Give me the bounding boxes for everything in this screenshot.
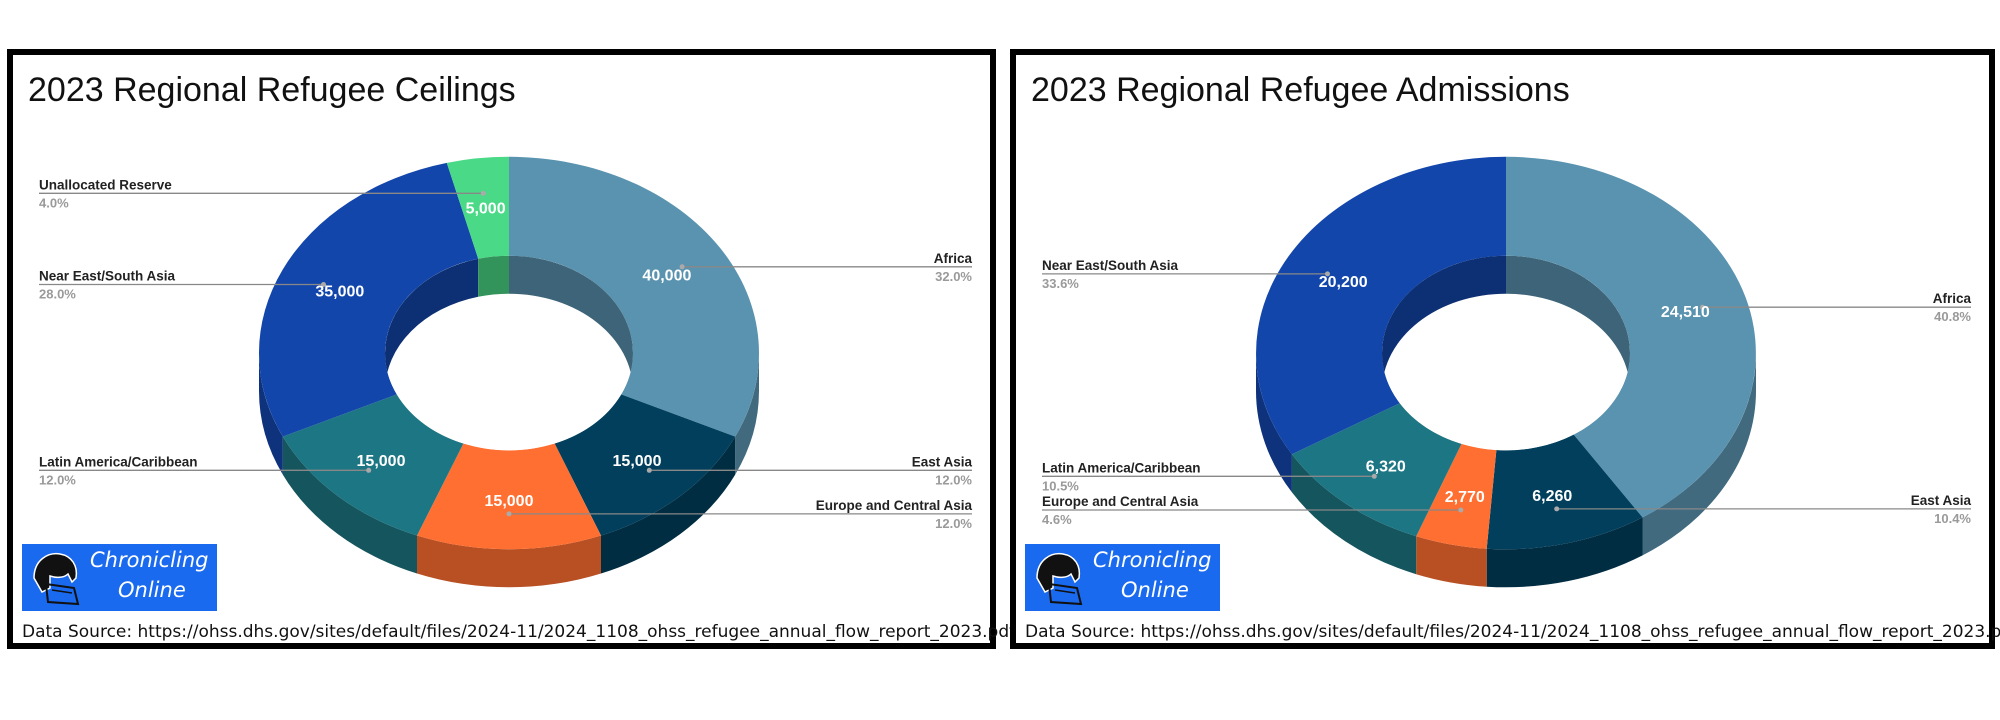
value-label-near-east-south-asia: 35,000 <box>315 284 364 301</box>
leader-lines <box>39 190 972 517</box>
legend-name-africa: Africa <box>934 251 973 266</box>
inner-wall-unallocated-reserve-b <box>478 255 509 297</box>
slice-east-asia[interactable] <box>554 394 736 536</box>
legend-pct-near-east-south-asia: 33.6% <box>1042 276 1079 291</box>
slice-africa[interactable] <box>1506 156 1756 518</box>
legend-name-europe-and-central-asia: Europe and Central Asia <box>816 498 973 513</box>
legend-name-africa: Africa <box>1933 291 1972 306</box>
data-source-text: Data Source: https://ohss.dhs.gov/sites/… <box>22 622 1016 642</box>
leader-dot-east-asia <box>646 467 652 473</box>
legend-pct-europe-and-central-asia: 4.6% <box>1042 512 1072 527</box>
legend-pct-latin-america-caribbean: 10.5% <box>1042 478 1079 493</box>
helmet-icon <box>1036 552 1083 606</box>
chronicling-online-logo[interactable]: Chronicling Online <box>1025 544 1220 611</box>
legend-pct-latin-america-caribbean: 12.0% <box>39 472 76 487</box>
legend-name-latin-america-caribbean: Latin America/Caribbean <box>39 454 198 469</box>
leader-dot-europe-and-central-asia <box>1458 507 1464 513</box>
donut-chart-admissions: 24,510 Africa 40.8% 6,260 East Asia 10.4% 2,77… <box>1042 156 1971 588</box>
chronicling-online-logo[interactable]: Chronicling Online <box>22 544 217 611</box>
leader-dot-east-asia <box>1554 506 1560 512</box>
leader-dot-near-east-south-asia <box>1325 271 1330 277</box>
legend-name-near-east-south-asia: Near East/South Asia <box>39 269 176 284</box>
leader-lines <box>1042 271 1971 513</box>
side-wall-near-east-south-asia <box>259 353 283 475</box>
legend-pct-africa: 40.8% <box>1934 309 1971 324</box>
value-label-latin-america-caribbean: 15,000 <box>357 453 406 470</box>
side-wall-latin-america-caribbean <box>1291 454 1417 575</box>
legend-name-latin-america-caribbean: Latin America/Caribbean <box>1042 460 1201 475</box>
side-wall-latin-america-caribbean <box>282 436 417 574</box>
leader-dot-latin-america-caribbean <box>1371 473 1377 479</box>
slice-unallocated-reserve[interactable] <box>446 156 509 259</box>
legend-name-europe-and-central-asia: Europe and Central Asia <box>1042 494 1199 509</box>
slice-labels: 24,510 Africa 40.8% 6,260 East Asia 10.4% 2,77… <box>1042 258 1971 527</box>
leader-dot-africa <box>1700 304 1705 310</box>
donut-top-faces <box>258 156 759 550</box>
leader-dot-latin-america-caribbean <box>366 467 372 473</box>
legend-pct-europe-and-central-asia: 12.0% <box>935 516 972 531</box>
chart-panel-ceilings: 40,000 Africa 32.0% 15,000 East Asia 12.0% 15,… <box>7 49 1015 649</box>
slice-labels: 40,000 Africa 32.0% 15,000 East Asia 12.0% 15,… <box>39 177 972 531</box>
side-wall-east-asia <box>1486 517 1643 588</box>
legend-pct-near-east-south-asia: 28.0% <box>39 287 76 302</box>
side-wall-europe-and-central-asia <box>1416 536 1487 587</box>
leader-dot-unallocated-reserve <box>480 190 486 196</box>
slice-europe-and-central-asia[interactable] <box>417 443 601 550</box>
slice-near-east-south-asia[interactable] <box>1256 156 1506 455</box>
chart-title: 2023 Regional Refugee Ceilings <box>28 71 516 109</box>
data-source-text: Data Source: https://ohss.dhs.gov/sites/… <box>1025 622 2000 642</box>
donut-side-walls <box>259 353 759 588</box>
chart-title: 2023 Regional Refugee Admissions <box>1031 71 1570 109</box>
slice-east-asia[interactable] <box>1486 434 1643 550</box>
legend-name-near-east-south-asia: Near East/South Asia <box>1042 258 1179 273</box>
slice-latin-america-caribbean[interactable] <box>1291 403 1462 537</box>
donut-chart-ceilings: 40,000 Africa 32.0% 15,000 East Asia 12.0% 15,… <box>39 156 972 588</box>
logo-text-line1: Chronicling <box>1093 548 1212 572</box>
inner-wall-near-east-south-asia-b <box>385 258 479 391</box>
donut-inner-walls <box>1382 255 1630 391</box>
slice-africa[interactable] <box>509 156 759 437</box>
value-label-east-asia: 6,260 <box>1532 488 1572 505</box>
value-label-near-east-south-asia: 20,200 <box>1319 274 1368 291</box>
chart-panel-admissions: 24,510 Africa 40.8% 6,260 East Asia 10.4% 2,77… <box>1010 49 2000 649</box>
value-label-east-asia: 15,000 <box>613 453 662 470</box>
inner-wall-near-east-south-asia-b <box>1382 255 1506 391</box>
slice-near-east-south-asia[interactable] <box>258 162 479 437</box>
donut-inner-walls <box>385 255 633 391</box>
value-label-europe-and-central-asia: 2,770 <box>1445 489 1485 506</box>
legend-name-unallocated-reserve: Unallocated Reserve <box>39 177 172 192</box>
slice-europe-and-central-asia[interactable] <box>1416 443 1497 549</box>
side-wall-africa <box>735 353 759 475</box>
donut-top-faces <box>1256 156 1756 550</box>
side-wall-africa <box>1642 353 1756 556</box>
leader-dot-europe-and-central-asia <box>506 511 512 517</box>
side-wall-near-east-south-asia <box>1256 353 1292 493</box>
logo-text-line1: Chronicling <box>90 548 209 572</box>
leader-dot-near-east-south-asia <box>321 282 326 287</box>
value-label-unallocated-reserve: 5,000 <box>466 200 506 217</box>
side-wall-europe-and-central-asia <box>417 535 601 588</box>
value-label-africa: 24,510 <box>1661 304 1710 321</box>
logo-text-line2: Online <box>1121 578 1189 602</box>
helmet-icon <box>33 552 80 606</box>
donut-side-walls <box>1256 353 1756 588</box>
legend-pct-unallocated-reserve: 4.0% <box>39 195 69 210</box>
inner-wall-africa <box>1506 255 1630 391</box>
value-label-europe-and-central-asia: 15,000 <box>485 493 534 510</box>
slice-latin-america-caribbean[interactable] <box>282 394 464 536</box>
legend-name-east-asia: East Asia <box>1911 493 1972 508</box>
legend-pct-east-asia: 10.4% <box>1934 511 1971 526</box>
logo-text-line2: Online <box>118 578 186 602</box>
value-label-africa: 40,000 <box>642 267 691 284</box>
legend-pct-east-asia: 12.0% <box>935 472 972 487</box>
legend-pct-africa: 32.0% <box>935 269 972 284</box>
legend-name-east-asia: East Asia <box>912 454 973 469</box>
inner-wall-africa <box>509 255 633 391</box>
value-label-latin-america-caribbean: 6,320 <box>1366 459 1406 476</box>
leader-dot-africa <box>679 264 685 270</box>
side-wall-east-asia <box>601 436 736 574</box>
